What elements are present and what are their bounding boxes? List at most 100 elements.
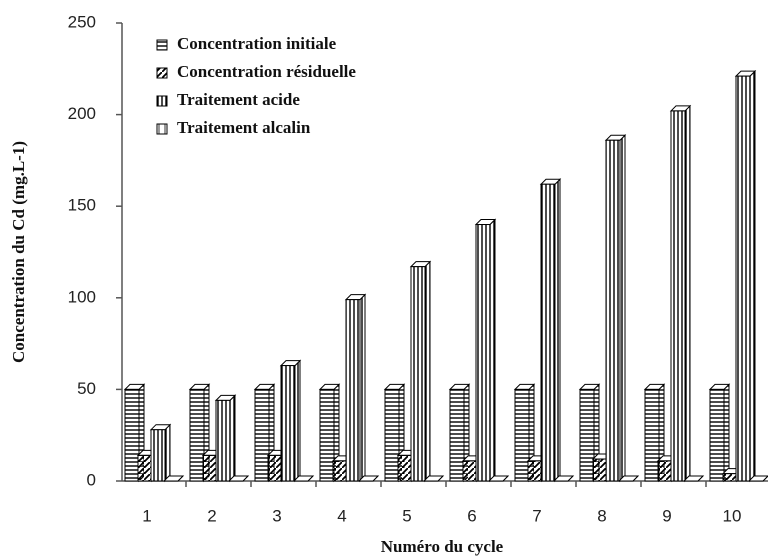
x-tick-label: 3 — [272, 506, 281, 525]
x-tick-label: 7 — [532, 506, 541, 525]
bar — [539, 178, 562, 483]
bar-side — [424, 260, 431, 483]
bar-side — [164, 423, 171, 483]
bar — [292, 475, 315, 482]
bar — [409, 260, 432, 483]
bar — [487, 475, 510, 482]
bar — [747, 475, 768, 482]
legend-label: Traitement acide — [177, 90, 300, 109]
y-tick-label: 250 — [68, 12, 96, 31]
bar — [149, 423, 172, 483]
bar-front — [332, 460, 348, 482]
bar-side — [489, 218, 496, 483]
bar-front — [319, 388, 335, 482]
legend-swatch — [156, 67, 168, 79]
x-tick-label: 4 — [337, 506, 346, 525]
bar-front — [397, 454, 413, 482]
bar-side — [229, 394, 236, 483]
bar-front — [150, 429, 166, 482]
bar — [474, 218, 497, 483]
bar — [422, 475, 445, 482]
y-tick-label: 0 — [87, 470, 96, 489]
x-tick-label: 8 — [597, 506, 606, 525]
bar — [734, 69, 757, 483]
legend-label: Traitement alcalin — [177, 118, 311, 137]
x-tick-label: 6 — [467, 506, 476, 525]
bar-top — [747, 475, 768, 482]
bar-top — [162, 475, 185, 482]
x-tick-label: 10 — [723, 506, 742, 525]
bar-top — [227, 475, 250, 482]
y-tick-label: 150 — [68, 196, 96, 215]
bar-front — [579, 388, 595, 482]
bar-front — [267, 454, 283, 482]
bar-front — [215, 399, 231, 482]
x-tick-label: 2 — [207, 506, 216, 525]
x-tick-label: 9 — [662, 506, 671, 525]
bar-top — [617, 475, 640, 482]
y-axis-label: Concentration du Cd (mg.L-1) — [9, 141, 28, 363]
bar-front — [657, 460, 673, 482]
legend-label: Concentration initiale — [177, 34, 337, 53]
bar-front — [644, 388, 660, 482]
bar-front — [527, 460, 543, 482]
bar-front — [540, 183, 556, 482]
bar-top — [487, 475, 510, 482]
bar — [344, 293, 367, 483]
legend-swatch — [156, 123, 168, 135]
legend-swatch — [156, 95, 168, 107]
bar-front — [384, 388, 400, 482]
bar-front — [709, 388, 725, 482]
bar-front — [462, 460, 478, 482]
bar-side — [294, 359, 301, 483]
bar-side — [749, 69, 756, 483]
bar-front — [280, 365, 296, 482]
legend-label: Concentration résiduelle — [177, 62, 356, 81]
bar-front — [345, 299, 361, 482]
bar-side — [359, 293, 366, 483]
bar-side — [723, 383, 730, 483]
bar — [162, 475, 185, 482]
bar-side — [619, 134, 626, 483]
bar-side — [554, 178, 561, 483]
bar — [682, 475, 705, 482]
bar-front — [202, 454, 218, 482]
y-tick-label: 50 — [77, 379, 96, 398]
bar-front — [124, 388, 140, 482]
bar — [604, 134, 627, 483]
bar-front — [514, 388, 530, 482]
bar-front — [592, 458, 608, 482]
bar-front — [137, 454, 153, 482]
bar-front — [449, 388, 465, 482]
x-axis-label: Numéro du cycle — [381, 537, 504, 556]
bar — [227, 475, 250, 482]
bar-front — [475, 224, 491, 482]
bar-top — [292, 475, 315, 482]
bar — [617, 475, 640, 482]
bar — [214, 394, 237, 483]
bar-front — [670, 110, 686, 482]
bar-top — [357, 475, 380, 482]
bar-front — [254, 388, 270, 482]
bar-front — [735, 75, 751, 482]
x-tick-label: 1 — [142, 506, 151, 525]
bar — [708, 383, 731, 483]
bar — [279, 359, 302, 483]
bar-front — [605, 139, 621, 482]
legend-swatch — [156, 39, 168, 51]
y-tick-label: 200 — [68, 104, 96, 123]
x-tick-label: 5 — [402, 506, 411, 525]
bar — [318, 383, 341, 483]
y-tick-label: 100 — [68, 287, 96, 306]
bar-side — [684, 104, 691, 483]
bar-front — [410, 266, 426, 482]
bar-front — [189, 388, 205, 482]
bar — [357, 475, 380, 482]
bar-top — [552, 475, 575, 482]
bar-front — [722, 473, 738, 482]
bar-top — [422, 475, 445, 482]
bar-top — [682, 475, 705, 482]
bar — [643, 383, 666, 483]
